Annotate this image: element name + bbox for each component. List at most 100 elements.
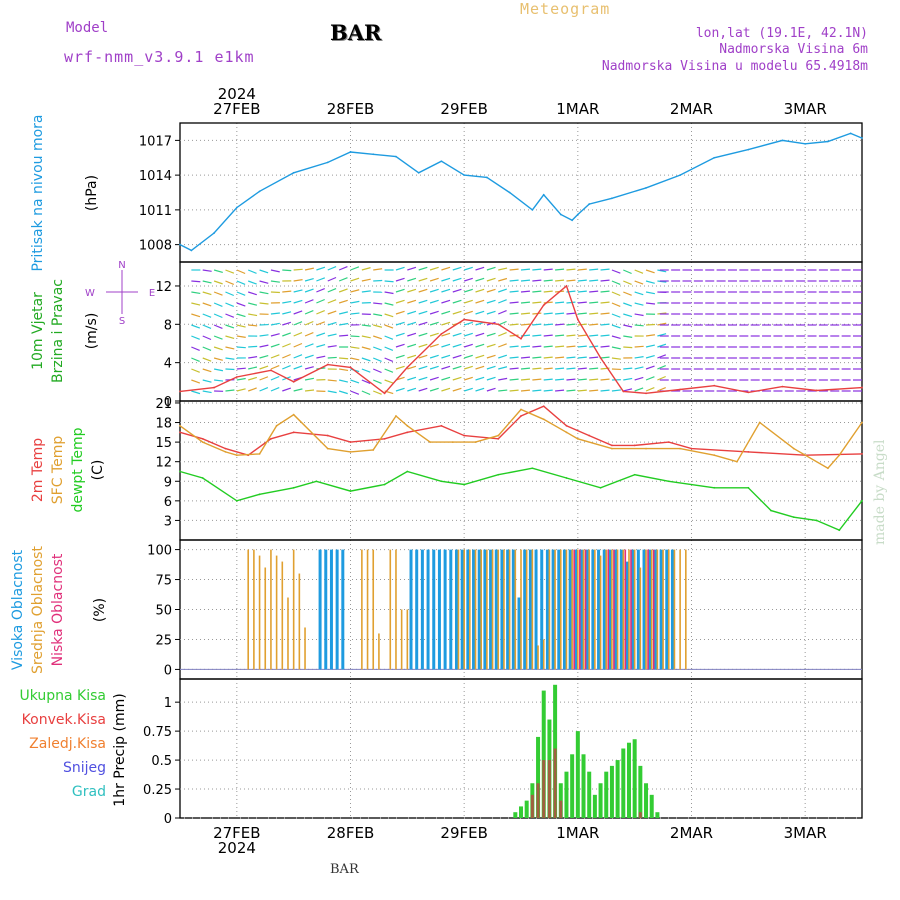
- wind-arrow: [441, 354, 451, 359]
- wind-arrow: [327, 266, 337, 271]
- wind-arrow: [202, 368, 212, 373]
- station-title: BAR: [330, 20, 382, 45]
- wind-arrow: [407, 376, 417, 381]
- temp-line-0-point: [292, 431, 295, 434]
- wind-arrow: [384, 324, 394, 329]
- wind-arrow: [407, 321, 417, 326]
- wind-arrow: [589, 301, 599, 304]
- wind-arrow: [327, 321, 337, 326]
- wind-arrow: [532, 356, 542, 359]
- pressure-line-point: [372, 153, 375, 156]
- wind-arrow: [509, 268, 519, 271]
- wind-arrow: [248, 313, 258, 317]
- bottom-date-label: 2MAR: [670, 824, 713, 842]
- wind-arrow: [225, 368, 235, 371]
- precip-bar: [632, 739, 637, 818]
- wind-arrow: [270, 354, 280, 359]
- temp-line-0-point: [179, 431, 181, 434]
- wind-arrow: [498, 267, 508, 271]
- temp-line-1-point: [838, 454, 841, 457]
- wind-arrow: [623, 280, 632, 286]
- pressure-line-point: [440, 160, 443, 163]
- wind-arrow: [566, 301, 576, 304]
- wind-arrow: [463, 277, 473, 282]
- wind-arrow: [475, 354, 485, 359]
- wind-arrow: [361, 390, 371, 396]
- wind-arrow: [452, 277, 462, 282]
- temp-line-1-point: [179, 424, 181, 427]
- wind-arrow: [316, 310, 325, 315]
- wind-speed-line-point: [383, 392, 386, 395]
- wind-speed-line-point: [576, 318, 579, 321]
- temp-line-1-point: [406, 424, 409, 427]
- temp-line-2-point: [667, 480, 670, 483]
- wind-arrow: [429, 376, 439, 381]
- wind-arrow: [373, 346, 382, 351]
- wind-arrow: [475, 343, 485, 348]
- wind-speed-line-point: [463, 318, 466, 321]
- wind-arrow: [520, 389, 531, 392]
- top-date-label: 3MAR: [784, 100, 827, 118]
- wind-arrow: [361, 335, 371, 339]
- wind-arrow: [475, 310, 485, 315]
- wind-arrow: [236, 367, 246, 370]
- wind-arrow: [361, 346, 371, 350]
- wind-arrow: [657, 375, 666, 381]
- wind-arrow: [213, 280, 223, 285]
- wind-arrow: [486, 332, 496, 337]
- wind-arrow: [293, 268, 303, 271]
- y-tick-label: 0.75: [143, 725, 172, 740]
- top-date-label: 2MAR: [670, 100, 713, 118]
- wind-arrow: [418, 288, 428, 293]
- wind-arrow: [486, 376, 496, 381]
- wind-arrow: [236, 313, 246, 318]
- wind-arrow: [338, 288, 348, 293]
- precip-bar: [541, 690, 546, 818]
- wind-arrow: [452, 343, 462, 348]
- wind-arrow: [634, 376, 644, 381]
- wind-arrow: [191, 291, 201, 295]
- wind-arrow: [452, 266, 462, 271]
- wind-arrow: [555, 323, 565, 326]
- temp-line-0-point: [440, 424, 443, 427]
- wind-arrow: [441, 310, 451, 315]
- wind-arrow: [611, 280, 621, 285]
- wind-arrow: [486, 288, 496, 293]
- wind-arrow: [498, 377, 508, 381]
- wind-arrow: [407, 343, 417, 348]
- wind-arrow: [395, 354, 405, 359]
- wind-arrow: [657, 269, 667, 273]
- wind-speed-line-point: [599, 356, 602, 359]
- temp-line-0-point: [633, 444, 636, 447]
- wind-arrow: [611, 335, 621, 340]
- wind-arrow: [486, 343, 496, 348]
- wind-arrow: [293, 310, 303, 315]
- wind-arrow: [577, 334, 587, 337]
- temp-line-1-point: [520, 408, 522, 411]
- wind-arrow: [577, 345, 587, 348]
- wind-arrow: [498, 389, 508, 392]
- wind-arrow: [577, 279, 587, 282]
- y-tick-label: 21: [155, 397, 172, 412]
- y-tick-label: 8: [164, 318, 172, 333]
- wind-arrow: [441, 332, 451, 337]
- precip-legend-item: Grad: [72, 784, 106, 800]
- wind-arrow: [463, 321, 473, 326]
- wind-arrow: [259, 269, 269, 274]
- wind-arrow: [611, 346, 621, 350]
- elevation-label: Nadmorska Visina 6m: [719, 42, 868, 57]
- temp-line-1-point: [679, 447, 682, 450]
- wind-arrow: [611, 269, 621, 274]
- wind-arrow: [350, 312, 360, 315]
- wind-arrow: [407, 310, 417, 315]
- wind-arrow: [236, 269, 246, 275]
- wind-arrow: [611, 302, 621, 308]
- wind-arrow: [384, 313, 394, 318]
- y-tick-label: 3: [164, 514, 172, 529]
- wind-arrow: [452, 387, 462, 392]
- pressure-line-point: [861, 137, 863, 139]
- wind-arrow: [475, 288, 485, 293]
- wind-arrow: [316, 266, 326, 271]
- temp-line-2-point: [258, 493, 261, 496]
